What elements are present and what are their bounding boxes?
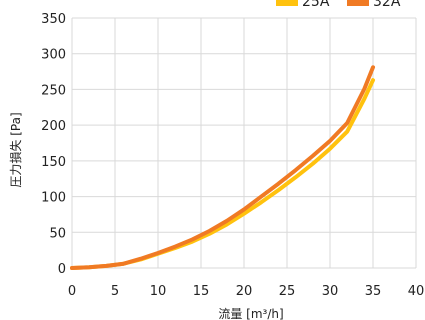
y-axis-ticks: 0 50 100 150 200 250 300 350: [41, 12, 66, 277]
y-tick-label: 0: [58, 262, 66, 277]
y-tick-label: 100: [41, 191, 66, 206]
x-axis-label: 流量 [m³/h]: [218, 307, 283, 320]
grid-lines: [71, 17, 417, 269]
legend-label-32A: 32A: [373, 0, 401, 10]
y-tick-label: 50: [49, 226, 66, 241]
legend-swatch-32A: [347, 0, 369, 6]
x-tick-label: 25: [279, 284, 296, 299]
x-tick-label: 35: [365, 284, 382, 299]
x-tick-label: 5: [111, 284, 119, 299]
y-tick-label: 200: [41, 119, 66, 134]
y-tick-label: 150: [41, 155, 66, 170]
series-line-32A: [70, 65, 375, 270]
x-tick-label: 10: [150, 284, 167, 299]
x-tick-label: 0: [68, 284, 76, 299]
x-tick-label: 30: [322, 284, 339, 299]
series-line-25A: [70, 78, 375, 270]
legend-swatch-25A: [276, 0, 298, 6]
y-tick-label: 350: [41, 12, 66, 27]
y-axis-label: 圧力損失 [Pa]: [8, 112, 23, 187]
y-tick-label: 250: [41, 83, 66, 98]
series-lines: [70, 65, 375, 270]
legend: 25A 32A: [276, 0, 401, 10]
legend-label-25A: 25A: [302, 0, 330, 10]
x-tick-label: 15: [193, 284, 210, 299]
y-tick-label: 300: [41, 48, 66, 63]
x-tick-label: 40: [408, 284, 425, 299]
x-tick-label: 20: [236, 284, 253, 299]
x-axis-ticks: 0 5 10 15 20 25 30 35 40: [68, 284, 424, 299]
